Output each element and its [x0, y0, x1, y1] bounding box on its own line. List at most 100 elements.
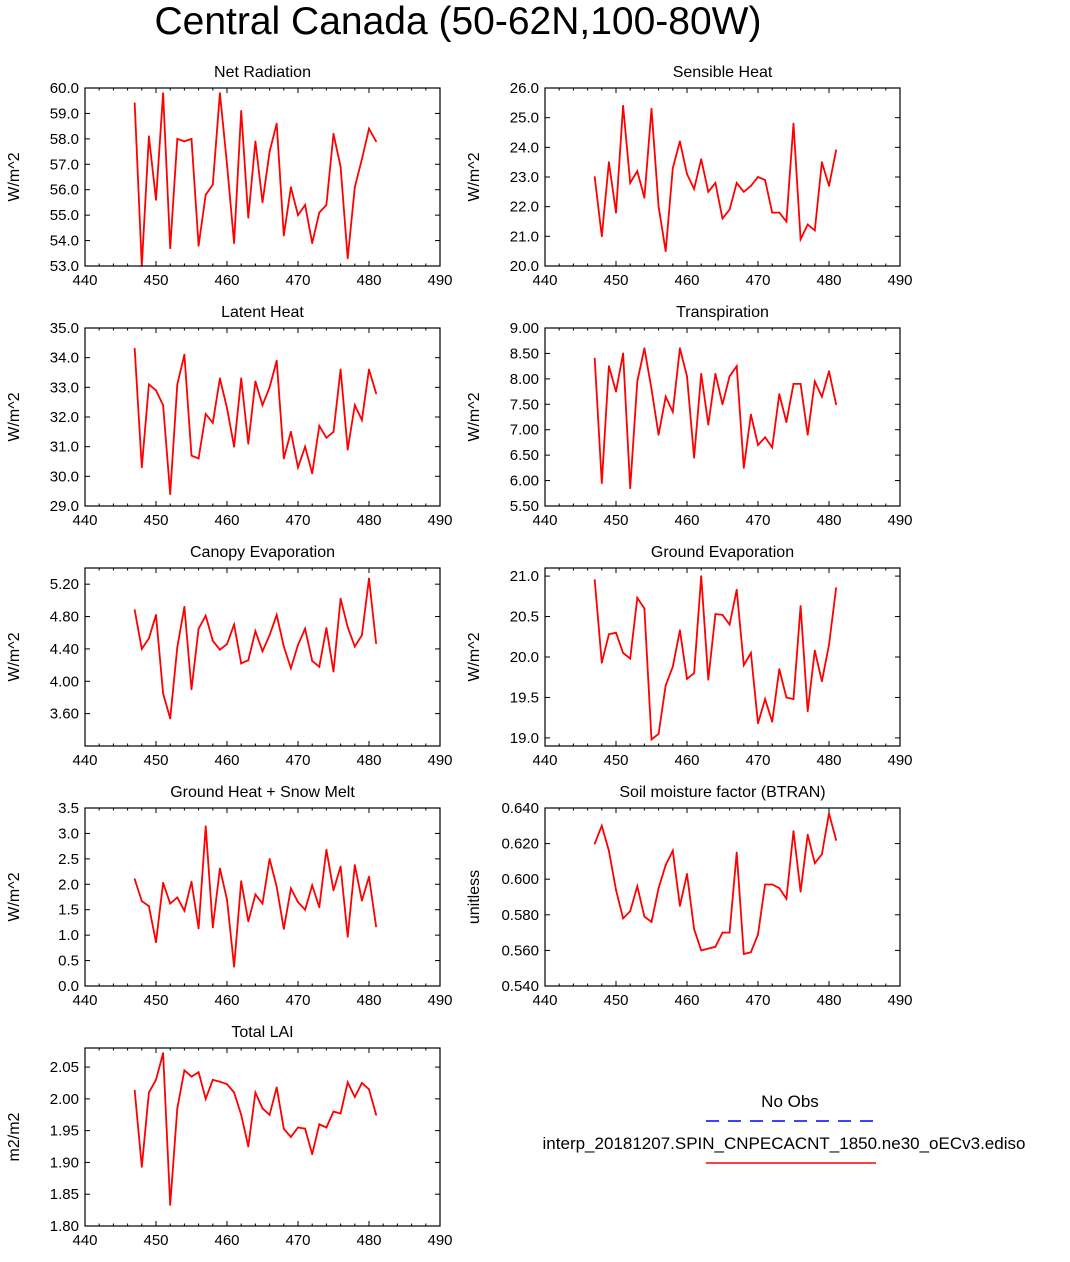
data-point — [375, 1113, 377, 1116]
data-point — [268, 386, 271, 389]
panel-title: Latent Heat — [221, 304, 304, 321]
data-point — [735, 365, 738, 367]
y-tick-label: 7.50 — [510, 396, 539, 413]
data-point — [615, 211, 617, 214]
data-point — [332, 132, 335, 135]
data-point — [148, 1091, 150, 1094]
x-tick-label: 440 — [532, 272, 557, 289]
data-point — [197, 1071, 200, 1074]
series-line — [593, 576, 837, 742]
data-point — [282, 928, 285, 930]
data-point — [261, 650, 264, 653]
y-tick-label: 20.5 — [510, 609, 539, 626]
data-point — [282, 457, 285, 460]
series-line — [133, 826, 377, 967]
data-point — [183, 1069, 186, 1072]
data-point — [375, 392, 377, 395]
data-point — [693, 456, 695, 459]
data-point — [671, 411, 674, 413]
data-point — [368, 127, 370, 130]
data-point — [311, 472, 314, 475]
y-tick-label: 29.0 — [50, 498, 79, 515]
y-tick-label: 31.0 — [50, 439, 79, 456]
x-tick-label: 460 — [214, 512, 239, 529]
data-point — [254, 380, 257, 383]
x-tick-label: 470 — [285, 752, 310, 769]
data-point — [799, 605, 802, 607]
data-point — [353, 1096, 356, 1098]
data-point — [608, 849, 610, 852]
data-point — [140, 900, 143, 902]
data-point — [275, 359, 278, 362]
y-axis-label: unitless — [466, 870, 483, 924]
x-tick-label: 440 — [72, 1232, 97, 1249]
data-point — [304, 204, 306, 206]
data-point — [254, 630, 257, 632]
data-point — [707, 947, 710, 950]
y-tick-label: 54.0 — [50, 233, 79, 250]
data-point — [643, 915, 646, 918]
panel-title: Soil moisture factor (BTRAN) — [619, 784, 825, 801]
y-tick-label: 1.80 — [50, 1218, 79, 1235]
data-point — [764, 179, 766, 181]
x-tick-label: 450 — [603, 752, 628, 769]
data-point — [140, 648, 143, 650]
data-point — [282, 645, 285, 648]
x-tick-label: 480 — [356, 992, 381, 1009]
data-point — [608, 365, 610, 367]
y-tick-label: 35.0 — [50, 320, 79, 337]
data-point — [806, 833, 809, 836]
data-point — [211, 422, 214, 424]
data-point — [686, 375, 688, 378]
data-point — [600, 661, 603, 664]
panel-title: Total LAI — [231, 1024, 293, 1041]
data-point — [714, 613, 717, 615]
y-tick-label: 2.05 — [50, 1059, 79, 1076]
series-line — [133, 1052, 377, 1206]
data-point — [268, 150, 271, 153]
data-point — [304, 1127, 306, 1130]
data-point — [162, 1052, 165, 1054]
data-point — [240, 377, 243, 380]
data-point — [361, 899, 363, 902]
data-point — [636, 170, 639, 173]
x-tick-label: 440 — [72, 512, 97, 529]
data-point — [650, 921, 653, 923]
series-line — [593, 348, 837, 489]
data-point — [282, 1127, 285, 1130]
y-tick-label: 3.5 — [58, 800, 79, 817]
data-point — [219, 867, 221, 870]
data-point — [643, 196, 646, 199]
data-point — [778, 887, 781, 889]
data-point — [600, 482, 603, 484]
data-point — [254, 893, 257, 896]
y-tick-label: 0.0 — [58, 978, 79, 995]
data-point — [346, 257, 349, 260]
data-point — [728, 375, 731, 378]
x-tick-label: 480 — [356, 272, 381, 289]
y-tick-label: 19.5 — [510, 689, 539, 706]
data-point — [778, 668, 781, 670]
y-tick-label: 9.00 — [510, 320, 539, 337]
data-point — [375, 140, 377, 143]
y-axis-label: W/m^2 — [6, 632, 23, 681]
y-axis-label: W/m^2 — [6, 872, 23, 921]
data-point — [600, 235, 603, 238]
data-point — [735, 851, 738, 854]
x-tick-label: 490 — [887, 512, 912, 529]
data-point — [742, 953, 745, 955]
data-point — [311, 1153, 314, 1156]
data-point — [311, 660, 314, 662]
data-point — [368, 368, 370, 371]
data-point — [771, 211, 774, 214]
data-point — [297, 644, 299, 646]
data-point — [700, 158, 703, 161]
x-tick-label: 490 — [427, 992, 452, 1009]
x-tick-label: 440 — [72, 752, 97, 769]
data-point — [268, 858, 271, 860]
panel-total-lai: Total LAI 440 450 460 470 480 490 1.80 1.85 1.90 1… — [6, 1024, 453, 1249]
y-tick-label: 55.0 — [50, 207, 79, 224]
x-tick-label: 460 — [674, 272, 699, 289]
data-point — [750, 185, 752, 187]
data-point — [799, 890, 802, 893]
